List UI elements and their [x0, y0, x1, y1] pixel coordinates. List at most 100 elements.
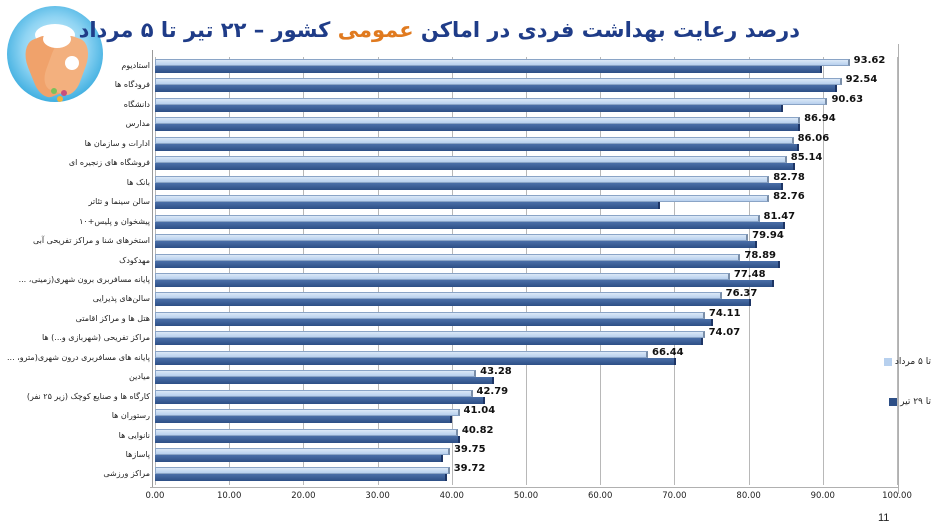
- data-label: 77.48: [733, 268, 766, 280]
- category-label: کارگاه ها و صنایع کوچک (زیر ۲۵ نفر): [26, 391, 150, 401]
- bar-series1: [155, 59, 850, 66]
- category-label: ادارات و سازمان ها: [84, 138, 150, 148]
- data-label: 93.62: [853, 55, 886, 66]
- data-label: 41.04: [463, 405, 496, 417]
- data-label: 82.78: [773, 171, 805, 183]
- data-label: 76.37: [725, 288, 758, 300]
- bar-row: 90.63: [155, 93, 897, 115]
- data-label: 40.82: [461, 424, 494, 436]
- category-label: مراکز تفریحی (شهربازی و...) ها: [41, 333, 150, 343]
- bar-row: 39.75: [155, 444, 897, 465]
- bar-series2: [155, 66, 823, 73]
- plot-frame-right: [898, 44, 899, 494]
- bar-series2: [155, 221, 785, 229]
- bar-row: 39.72: [155, 463, 897, 484]
- category-label: استخرهای شنا و مراکز تفریحی آبی: [33, 236, 150, 246]
- bar-series1: [155, 136, 794, 144]
- bar-series1: [155, 350, 648, 358]
- data-label: 86.06: [797, 132, 830, 144]
- page-number: 11: [878, 512, 890, 524]
- category-label: پایانه مسافربری برون شهری(زمینی، ...: [18, 274, 150, 284]
- bar-series2: [155, 435, 460, 443]
- bar-series1: [155, 389, 473, 397]
- legend: تا ۵ مرداد تا ۲۹ تیر: [856, 355, 931, 435]
- bar-series2: [155, 396, 486, 404]
- x-tick-label: 20.00: [291, 491, 316, 501]
- bar-row: 82.78: [155, 171, 897, 193]
- bar-series1: [155, 370, 477, 378]
- data-label: 81.47: [763, 210, 796, 222]
- category-label: استادیوم: [121, 61, 150, 70]
- data-label: 85.14: [790, 152, 823, 164]
- bar-row: 42.79: [155, 386, 897, 407]
- bar-row: 41.04: [155, 405, 897, 426]
- gridline: [303, 57, 305, 485]
- category-label: سالن‌های پذیرایی: [92, 294, 150, 304]
- bar-row: 86.94: [155, 113, 897, 134]
- legend-swatch-dark: [889, 398, 898, 406]
- x-tick-label: 80.00: [736, 491, 761, 501]
- gridline: [451, 57, 453, 485]
- data-label: 39.75: [453, 444, 486, 455]
- category-label: دانشگاه: [123, 99, 150, 109]
- data-label: 66.44: [651, 346, 684, 358]
- x-tick-label: 60.00: [588, 491, 613, 501]
- x-tick-label: 50.00: [513, 491, 539, 501]
- bar-row: 93.62: [155, 55, 897, 76]
- bar-series1: [155, 448, 450, 455]
- bar-series1: [155, 195, 770, 203]
- bar-row: 66.44: [155, 346, 897, 368]
- category-label: پایانه های مسافربری درون شهری(مترو، ...: [6, 352, 150, 362]
- x-tick-label: 70.00: [662, 491, 687, 501]
- category-label: سالن سینما و تئاتر: [88, 197, 150, 207]
- bar-series1: [155, 78, 842, 86]
- category-label: مهدکودک: [119, 255, 150, 265]
- bar-series1: [155, 156, 787, 164]
- bar-row: 76.37: [155, 288, 897, 309]
- category-label: رستوران ها: [111, 411, 150, 421]
- bar-series2: [155, 241, 757, 249]
- bar-series2: [155, 455, 443, 462]
- legend-label: تا ۲۹ تیر: [900, 397, 931, 407]
- gridline: [229, 57, 231, 485]
- bar-row: 81.47: [155, 210, 897, 232]
- legend-item-series1: تا ۵ مرداد: [856, 355, 931, 369]
- data-label: 92.54: [845, 74, 878, 86]
- gridline: [674, 57, 676, 485]
- bar-series2: [155, 260, 780, 268]
- x-tick-label: 100.00: [882, 491, 912, 501]
- data-label: 86.94: [804, 113, 836, 125]
- bar-series2: [155, 202, 661, 210]
- gridline: [155, 57, 156, 485]
- bar-series2: [155, 182, 783, 190]
- gridline: [748, 57, 750, 485]
- legend-item-series2: تا ۲۹ تیر: [856, 395, 931, 409]
- plot-area: 93.62 92.54 90.63 86.94 86.06 85.14 82.78 82.76…: [155, 55, 898, 485]
- gridline: [526, 57, 527, 485]
- bar-series1: [155, 214, 760, 222]
- bar-series2: [155, 104, 783, 112]
- chart-title: درصد رعایت بهداشت فردی در اماکن عمومی کش…: [78, 18, 800, 42]
- bar-series1: [155, 331, 705, 339]
- bar-row: 77.48: [155, 268, 897, 290]
- title-highlight: عمومی: [337, 18, 414, 42]
- bar-series1: [155, 292, 722, 300]
- bar-series1: [155, 117, 801, 125]
- category-label: پیشخوان و پلیس+۱۰: [79, 216, 150, 226]
- bar-series2: [155, 474, 448, 482]
- bar-series2: [155, 318, 713, 326]
- x-tick-label: 10.00: [217, 491, 242, 501]
- x-tick-label: 0.00: [145, 491, 165, 501]
- bar-series2: [155, 357, 676, 365]
- bar-row: 74.11: [155, 308, 897, 329]
- bar-series1: [155, 311, 705, 319]
- bar-row: 74.07: [155, 327, 897, 348]
- bar-row: 92.54: [155, 74, 897, 95]
- data-label: 90.63: [831, 93, 864, 105]
- bar-series1: [155, 409, 460, 417]
- category-label: فروشگاه های زنجیره ای: [68, 158, 150, 168]
- bar-series2: [155, 163, 795, 171]
- data-label: 39.72: [453, 463, 486, 475]
- bar-series2: [155, 338, 704, 346]
- x-tick-label: 30.00: [365, 491, 390, 501]
